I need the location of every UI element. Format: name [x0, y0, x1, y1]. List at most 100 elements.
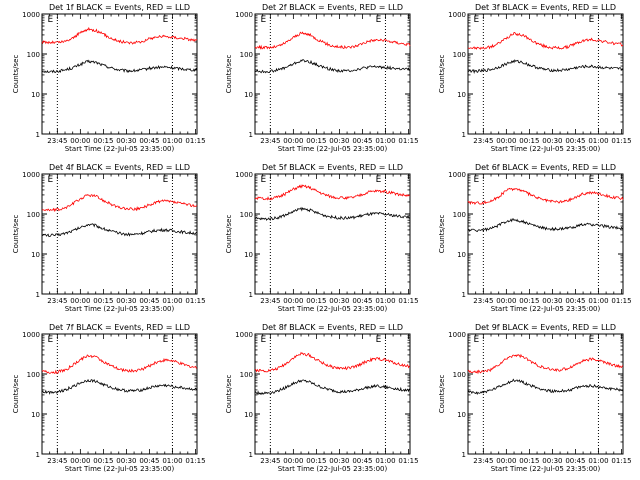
- series-events-line: [467, 59, 624, 74]
- y-tick-label: 1000: [22, 11, 40, 19]
- x-tick-label: 00:15: [306, 137, 326, 145]
- x-tick-label: 00:45: [352, 137, 372, 145]
- event-marker-label: E: [376, 15, 382, 25]
- y-tick-label: 10: [244, 251, 253, 259]
- x-tick-label: 01:00: [588, 297, 608, 305]
- x-tick-label: 01:15: [398, 297, 418, 305]
- x-tick-label: 00:00: [283, 297, 303, 305]
- plot-frame: [41, 13, 198, 135]
- x-tick-label: 23:45: [47, 137, 67, 145]
- x-tick-label: 00:15: [519, 297, 539, 305]
- x-tick-label: 23:45: [473, 457, 493, 465]
- event-marker-label: E: [474, 15, 480, 25]
- series-events-line: [41, 59, 198, 74]
- x-tick-label: 01:00: [588, 457, 608, 465]
- y-axis-label: Counts/sec: [12, 375, 20, 414]
- detector-panel-9: Det 9f BLACK = Events, RED = LLD 1 10 100 10…: [438, 323, 632, 473]
- plot-frame: [254, 333, 411, 455]
- x-tick-label: 00:30: [329, 457, 349, 465]
- y-tick-label: 100: [27, 211, 40, 219]
- x-tick-label: 00:00: [496, 297, 516, 305]
- detector-panel-2: Det 2f BLACK = Events, RED = LLD 1 10 100 10…: [225, 3, 419, 153]
- x-tick-label: 01:15: [185, 297, 205, 305]
- y-tick-label: 1000: [448, 331, 466, 339]
- y-tick-label: 100: [27, 51, 40, 59]
- x-tick-label: 00:45: [352, 297, 372, 305]
- x-tick-label: 01:00: [162, 457, 182, 465]
- x-tick-label: 00:30: [116, 137, 136, 145]
- x-tick-label: 01:15: [185, 457, 205, 465]
- panel-title: Det 4f BLACK = Events, RED = LLD: [49, 163, 190, 172]
- x-tick-label: 23:45: [473, 137, 493, 145]
- x-tick-label: 00:30: [116, 457, 136, 465]
- y-tick-label: 10: [457, 91, 466, 99]
- x-tick-label: 01:15: [398, 137, 418, 145]
- plot-frame: [467, 173, 624, 295]
- event-marker-label: E: [163, 175, 169, 185]
- series-lld-line: [254, 184, 411, 201]
- y-tick-label: 100: [453, 51, 466, 59]
- x-axis-label: Start Time (22-Jul-05 23:35:00): [491, 465, 601, 473]
- plot-frame: [467, 333, 624, 455]
- y-tick-label: 1000: [235, 171, 253, 179]
- panel-title: Det 7f BLACK = Events, RED = LLD: [49, 323, 190, 332]
- detector-panel-8: Det 8f BLACK = Events, RED = LLD 1 10 100 10…: [225, 323, 419, 473]
- x-tick-label: 00:15: [306, 457, 326, 465]
- event-marker-label: E: [589, 175, 595, 185]
- y-axis-label: Counts/sec: [225, 375, 233, 414]
- panel-title: Det 5f BLACK = Events, RED = LLD: [262, 163, 403, 172]
- x-tick-label: 00:45: [565, 457, 585, 465]
- x-tick-label: 23:45: [260, 457, 280, 465]
- x-tick-label: 00:45: [139, 297, 159, 305]
- x-axis-label: Start Time (22-Jul-05 23:35:00): [491, 145, 601, 153]
- plot-frame: [254, 173, 411, 295]
- x-tick-label: 23:45: [260, 297, 280, 305]
- x-tick-label: 00:15: [519, 457, 539, 465]
- y-tick-label: 100: [453, 371, 466, 379]
- y-tick-label: 100: [240, 51, 253, 59]
- y-tick-label: 10: [31, 251, 40, 259]
- x-tick-label: 00:00: [283, 137, 303, 145]
- y-tick-label: 1: [36, 291, 40, 299]
- x-tick-label: 00:00: [283, 457, 303, 465]
- x-tick-label: 01:00: [375, 297, 395, 305]
- detector-panel-3: Det 3f BLACK = Events, RED = LLD 1 10 100 10…: [438, 3, 632, 153]
- series-lld-line: [467, 31, 624, 50]
- plot-frame: [41, 173, 198, 295]
- y-axis-label: Counts/sec: [438, 55, 446, 94]
- event-marker-label: E: [48, 335, 54, 345]
- y-axis-label: Counts/sec: [438, 215, 446, 254]
- x-tick-label: 01:00: [375, 137, 395, 145]
- series-lld-line: [467, 187, 624, 205]
- event-marker-label: E: [589, 15, 595, 25]
- x-tick-label: 00:15: [93, 457, 113, 465]
- x-tick-label: 23:45: [260, 137, 280, 145]
- plot-frame: [254, 13, 411, 135]
- y-tick-label: 1000: [235, 331, 253, 339]
- x-axis-label: Start Time (22-Jul-05 23:35:00): [278, 465, 388, 473]
- y-tick-label: 1: [249, 131, 253, 139]
- detector-panel-7: Det 7f BLACK = Events, RED = LLD 1 10 100 10…: [12, 323, 206, 473]
- x-tick-label: 00:45: [565, 137, 585, 145]
- x-tick-label: 00:45: [139, 457, 159, 465]
- detector-panel-1: Det 1f BLACK = Events, RED = LLD 1 10 100 10…: [12, 3, 206, 153]
- panel-title: Det 8f BLACK = Events, RED = LLD: [262, 323, 403, 332]
- y-axis-label: Counts/sec: [12, 55, 20, 94]
- x-tick-label: 01:15: [611, 457, 631, 465]
- y-tick-label: 1: [36, 131, 40, 139]
- x-tick-label: 00:15: [306, 297, 326, 305]
- series-events-line: [41, 378, 198, 395]
- series-lld-line: [467, 353, 624, 375]
- series-events-line: [254, 59, 411, 74]
- y-tick-label: 1000: [22, 331, 40, 339]
- y-tick-label: 1: [36, 451, 40, 459]
- series-events-line: [254, 206, 411, 221]
- x-tick-label: 00:00: [70, 297, 90, 305]
- event-marker-label: E: [48, 175, 54, 185]
- y-tick-label: 1: [462, 131, 466, 139]
- series-events-line: [467, 218, 624, 233]
- x-tick-label: 00:00: [496, 137, 516, 145]
- detector-panel-6: Det 6f BLACK = Events, RED = LLD 1 10 100 10…: [438, 163, 632, 313]
- y-tick-label: 1: [462, 451, 466, 459]
